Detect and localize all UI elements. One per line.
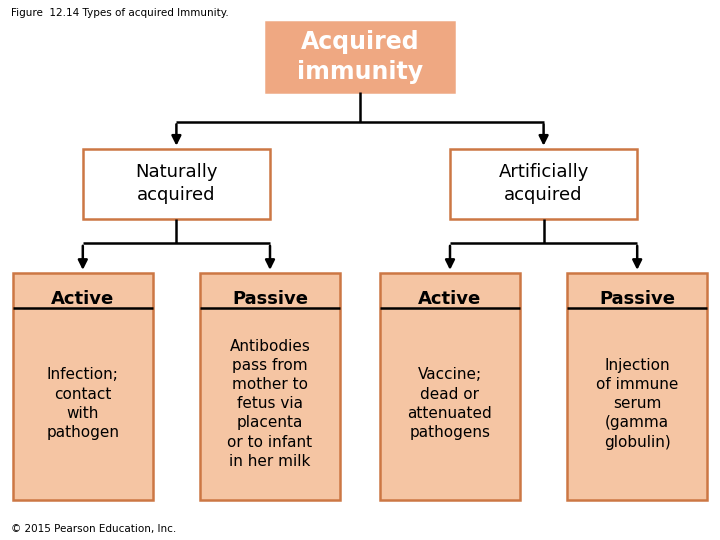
Text: Naturally
acquired: Naturally acquired — [135, 164, 217, 204]
Text: Acquired
immunity: Acquired immunity — [297, 30, 423, 84]
FancyBboxPatch shape — [199, 273, 340, 500]
Text: © 2015 Pearson Education, Inc.: © 2015 Pearson Education, Inc. — [11, 523, 176, 534]
FancyBboxPatch shape — [13, 273, 153, 500]
Text: Active: Active — [51, 290, 114, 308]
FancyBboxPatch shape — [266, 22, 454, 92]
Text: Passive: Passive — [232, 290, 308, 308]
FancyBboxPatch shape — [83, 148, 270, 219]
FancyBboxPatch shape — [567, 273, 707, 500]
FancyBboxPatch shape — [380, 273, 520, 500]
FancyBboxPatch shape — [450, 148, 637, 219]
Text: Active: Active — [418, 290, 482, 308]
Text: Injection
of immune
serum
(gamma
globulin): Injection of immune serum (gamma globuli… — [596, 357, 678, 449]
Text: Passive: Passive — [599, 290, 675, 308]
Text: Infection;
contact
with
pathogen: Infection; contact with pathogen — [46, 367, 120, 440]
Text: Figure  12.14 Types of acquired Immunity.: Figure 12.14 Types of acquired Immunity. — [11, 8, 228, 18]
Text: Vaccine;
dead or
attenuated
pathogens: Vaccine; dead or attenuated pathogens — [408, 367, 492, 440]
Text: Artificially
acquired: Artificially acquired — [498, 164, 589, 204]
Text: Antibodies
pass from
mother to
fetus via
placenta
or to infant
in her milk: Antibodies pass from mother to fetus via… — [228, 339, 312, 469]
